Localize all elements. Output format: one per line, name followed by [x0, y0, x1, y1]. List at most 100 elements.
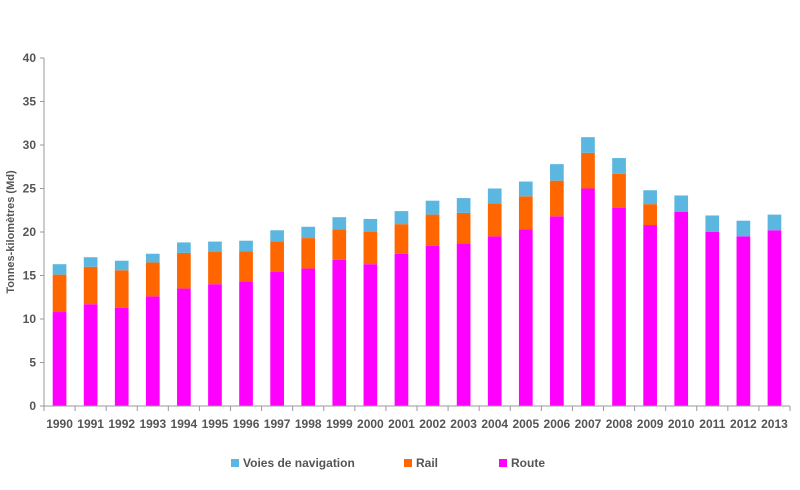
- bar-segment-voies-de-navigation-2004: [487, 188, 502, 204]
- bar-segment-route-1990: [52, 312, 67, 406]
- bar-segment-route-2009: [643, 225, 657, 406]
- bar-segment-voies-de-navigation-2003: [456, 198, 471, 213]
- bar-segment-route-2012: [736, 236, 751, 406]
- y-tick-label: 0: [29, 399, 36, 413]
- legend-swatch: [404, 459, 412, 467]
- y-tick-label: 25: [23, 182, 37, 196]
- bar-segment-route-1995: [208, 284, 222, 406]
- x-tick-label: 2010: [668, 417, 695, 431]
- x-tick-label: 2007: [575, 417, 602, 431]
- bar-segment-route-2010: [674, 211, 689, 406]
- bar-segment-voies-de-navigation-1999: [332, 217, 347, 230]
- bar-segment-rail-2007: [581, 152, 595, 189]
- bar-segment-route-2013: [767, 230, 782, 406]
- x-tick-label: 1990: [46, 417, 73, 431]
- y-tick-label: 35: [23, 95, 37, 109]
- x-tick-label: 2002: [419, 417, 446, 431]
- bar-segment-voies-de-navigation-2013: [767, 214, 782, 231]
- bar-segment-route-2008: [612, 207, 626, 406]
- bar-segment-route-1998: [301, 268, 316, 406]
- bar-segment-rail-2001: [394, 224, 409, 254]
- bar-segment-route-2003: [456, 243, 471, 406]
- bar-segment-rail-1994: [177, 252, 191, 289]
- bar-segment-route-1999: [332, 259, 347, 406]
- y-tick-label: 20: [23, 225, 37, 239]
- bar-segment-voies-de-navigation-2010: [674, 195, 689, 212]
- bar-segment-voies-de-navigation-2009: [643, 190, 657, 205]
- bar-segment-route-1993: [145, 296, 160, 406]
- bar-segment-route-2006: [550, 216, 564, 406]
- legend-label: Voies de navigation: [243, 456, 355, 470]
- bar-segment-rail-2003: [456, 212, 471, 244]
- bar-segment-voies-de-navigation-1993: [145, 253, 160, 263]
- bar-segment-voies-de-navigation-1996: [239, 240, 253, 252]
- x-tick-label: 2003: [450, 417, 477, 431]
- bar-segment-voies-de-navigation-2000: [363, 218, 378, 232]
- x-tick-label: 2001: [388, 417, 415, 431]
- bar-segment-voies-de-navigation-1998: [301, 226, 316, 239]
- y-tick-label: 40: [23, 51, 37, 65]
- legend-label: Rail: [416, 456, 438, 470]
- bar-segment-voies-de-navigation-1997: [270, 230, 284, 242]
- bar-segment-route-2005: [518, 229, 533, 406]
- bar-segment-route-2001: [394, 253, 409, 406]
- y-axis-title: Tonnes-kilomètres (Md): [5, 170, 17, 294]
- bar-segment-voies-de-navigation-2006: [550, 164, 564, 181]
- bar-segment-route-1996: [239, 281, 253, 406]
- bar-segment-voies-de-navigation-2005: [518, 181, 533, 197]
- bar-segment-voies-de-navigation-2002: [425, 200, 440, 215]
- bar-segment-rail-1995: [208, 252, 222, 285]
- y-tick-label: 15: [23, 269, 37, 283]
- bar-segment-voies-de-navigation-2011: [705, 215, 720, 232]
- bar-segment-voies-de-navigation-2012: [736, 220, 751, 237]
- bar-segment-voies-de-navigation-1990: [52, 264, 67, 275]
- bar-segment-rail-2008: [612, 173, 626, 208]
- x-tick-label: 2004: [481, 417, 508, 431]
- bar-segment-rail-1998: [301, 238, 316, 269]
- x-tick-label: 1997: [264, 417, 291, 431]
- bar-segment-voies-de-navigation-1994: [177, 242, 191, 253]
- x-tick-label: 1991: [77, 417, 104, 431]
- x-tick-label: 2013: [761, 417, 788, 431]
- x-tick-label: 2008: [606, 417, 633, 431]
- bar-segment-rail-1993: [145, 262, 160, 297]
- bar-segment-rail-2005: [518, 196, 533, 230]
- bar-segment-route-1992: [114, 307, 129, 406]
- legend: Voies de navigation Rail Route: [231, 456, 545, 470]
- y-axis: 0 5 10 15 20 25 30 35 40: [23, 51, 45, 413]
- bar-segment-rail-1992: [114, 270, 129, 308]
- bar-segment-rail-1997: [270, 241, 284, 273]
- bar-segment-route-2004: [487, 236, 502, 406]
- bar-segment-rail-1990: [52, 274, 67, 313]
- x-tick-label: 2006: [544, 417, 571, 431]
- x-axis: 1990 1991 1992 1993 1994 1995 1996 1997 1998 1999…: [43, 405, 791, 431]
- bar-segment-route-1997: [270, 272, 284, 406]
- x-tick-label: 2009: [637, 417, 664, 431]
- y-tick-label: 10: [23, 312, 37, 326]
- bar-segment-route-1994: [177, 288, 191, 406]
- bar-segment-voies-de-navigation-1991: [83, 257, 98, 267]
- legend-label: Route: [511, 456, 545, 470]
- bar-segment-rail-2002: [425, 214, 440, 246]
- x-tick-label: 1995: [202, 417, 229, 431]
- bar-segment-rail-2006: [550, 180, 564, 217]
- x-tick-label: 2011: [699, 417, 725, 431]
- bar-segment-voies-de-navigation-2001: [394, 211, 409, 225]
- bar-segment-rail-2004: [487, 203, 502, 237]
- bar-segment-route-2002: [425, 245, 440, 406]
- bar-segment-voies-de-navigation-1995: [208, 241, 222, 253]
- y-tick-label: 5: [29, 356, 36, 370]
- bar-segment-rail-2009: [643, 204, 657, 226]
- bar-segment-rail-1991: [83, 266, 98, 305]
- x-tick-label: 1994: [171, 417, 198, 431]
- x-tick-label: 2005: [512, 417, 539, 431]
- bars: [52, 137, 782, 406]
- x-tick-label: 1996: [233, 417, 260, 431]
- legend-swatch: [231, 459, 239, 467]
- bar-segment-voies-de-navigation-2008: [612, 158, 626, 174]
- bar-segment-route-1991: [83, 304, 98, 406]
- bar-segment-route-2000: [363, 264, 378, 406]
- bar-segment-voies-de-navigation-1992: [114, 260, 129, 271]
- x-tick-label: 1998: [295, 417, 322, 431]
